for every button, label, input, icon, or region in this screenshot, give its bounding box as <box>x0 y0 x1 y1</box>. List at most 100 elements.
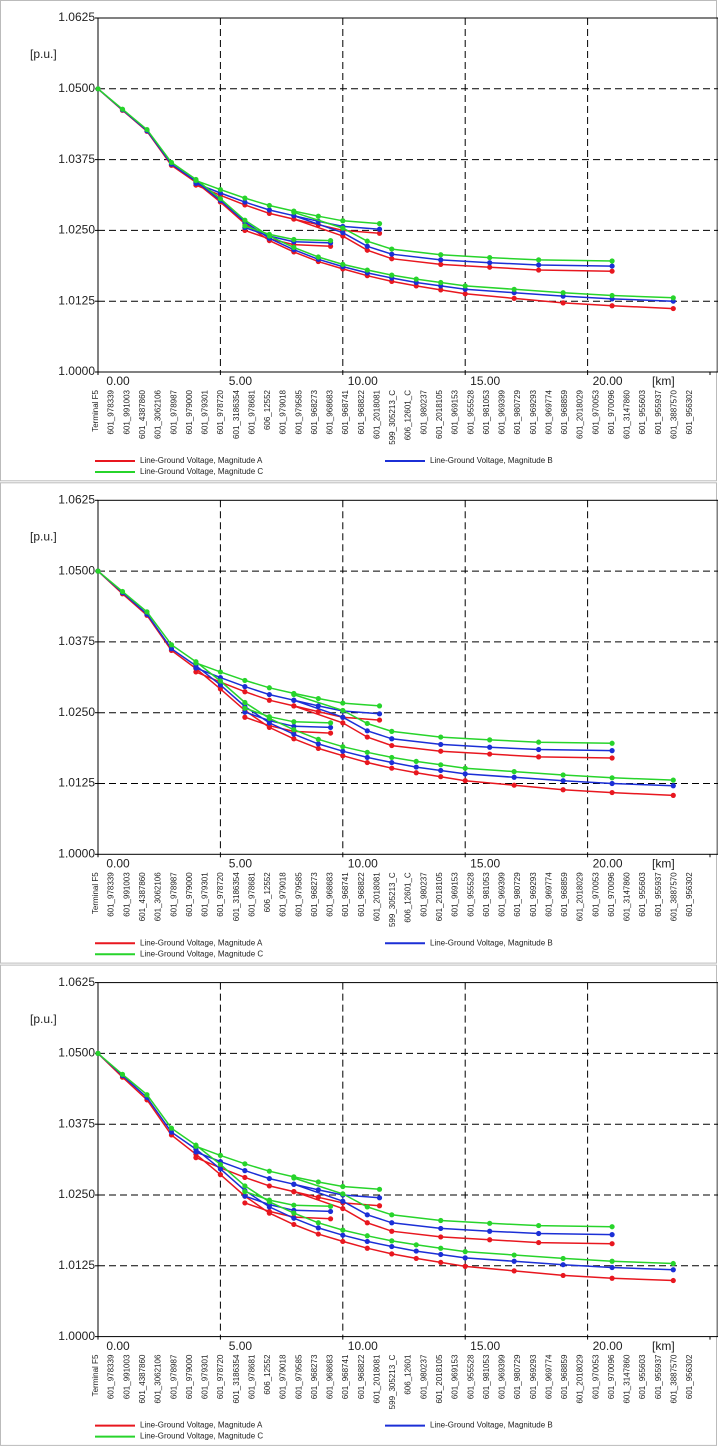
data-point <box>364 720 370 727</box>
data-point <box>291 1202 297 1208</box>
data-point <box>242 223 248 229</box>
data-point <box>364 1220 370 1226</box>
node-label: 601_968273 <box>310 389 319 434</box>
data-point <box>242 677 248 684</box>
node-label: 601_978681 <box>247 389 256 434</box>
data-point <box>511 295 517 301</box>
data-point <box>193 665 199 671</box>
chart-panel: 1.0000 1.0125 1.0250 1.0375 1.0500 1.0625 0.00… <box>0 482 718 964</box>
node-label: 601_4387860 <box>138 872 147 921</box>
node-label: 601_978681 <box>247 1354 256 1399</box>
data-point <box>193 1143 199 1149</box>
data-point <box>389 1212 395 1218</box>
node-label: 599_305213_C <box>388 390 397 445</box>
node-label: 601_979000 <box>185 872 194 917</box>
data-point <box>266 691 272 698</box>
node-label: 601_980729 <box>513 1354 522 1399</box>
data-point <box>193 660 199 666</box>
series-line <box>97 88 674 310</box>
x-tick-label: 5.00 <box>229 856 253 870</box>
node-label: 601_2018081 <box>372 872 381 921</box>
data-point <box>536 267 542 273</box>
node-label: 601_980237 <box>419 389 428 434</box>
data-point <box>340 1191 346 1197</box>
data-point <box>413 1255 419 1262</box>
data-point <box>389 765 395 771</box>
data-point <box>609 268 615 274</box>
data-point <box>364 1212 370 1218</box>
data-point <box>340 753 346 759</box>
data-point <box>327 724 334 731</box>
x-unit: [km] <box>652 856 675 870</box>
data-point <box>609 780 615 787</box>
data-point <box>560 1272 566 1279</box>
legend-label: Line-Ground Voltage, Magnitude A <box>140 938 263 947</box>
data-point <box>193 1149 199 1155</box>
y-tick-label: 1.0125 <box>58 776 95 790</box>
data-point <box>217 686 223 692</box>
data-point <box>389 1243 395 1250</box>
node-label: 601_3887570 <box>669 1354 678 1403</box>
node-label: Terminal F5 <box>91 389 100 431</box>
data-point <box>340 230 346 236</box>
data-point <box>217 196 223 202</box>
y-tick-label: 1.0625 <box>58 492 95 506</box>
node-label: 601_979585 <box>294 872 303 917</box>
node-label: 601_968822 <box>357 389 366 434</box>
node-label: 601_3147860 <box>623 1354 632 1403</box>
node-label: Terminal F5 <box>91 1354 100 1396</box>
node-label: 601_979585 <box>294 389 303 434</box>
data-point <box>315 1225 321 1231</box>
data-point <box>376 1203 383 1209</box>
data-point <box>389 1220 395 1226</box>
data-point <box>609 303 615 309</box>
data-point <box>609 1232 615 1238</box>
node-label: 601_968741 <box>341 389 350 434</box>
y-tick-label: 1.0000 <box>58 364 95 378</box>
data-point <box>536 739 542 745</box>
node-label: 599_305213_C <box>388 872 397 927</box>
node-label: 606_12601_C <box>404 872 413 922</box>
data-point <box>291 1210 297 1216</box>
legend-label: Line-Ground Voltage, Magnitude C <box>140 949 263 958</box>
data-point <box>389 736 395 742</box>
node-label: 601_2018081 <box>372 389 381 438</box>
data-point <box>168 642 175 648</box>
data-point <box>560 778 566 784</box>
data-point <box>291 1189 297 1195</box>
data-point <box>438 1259 444 1266</box>
node-label: 601_2018105 <box>435 389 444 438</box>
data-point <box>327 1203 334 1209</box>
data-point <box>560 1262 566 1268</box>
node-label: 601_3147860 <box>623 389 632 438</box>
node-label: 601_955603 <box>638 872 647 917</box>
data-point <box>266 685 272 691</box>
data-point <box>413 1248 419 1254</box>
node-label: 601_991003 <box>122 1354 131 1399</box>
node-label: 601_978681 <box>247 872 256 917</box>
data-point <box>291 1221 297 1228</box>
data-point <box>560 1255 566 1262</box>
data-point <box>119 106 126 112</box>
data-point <box>364 267 370 273</box>
data-point <box>670 1260 676 1267</box>
data-point <box>536 1230 542 1237</box>
node-label: 601_980237 <box>419 1354 428 1399</box>
y-tick-label: 1.0250 <box>58 705 95 719</box>
data-point <box>266 1175 272 1182</box>
node-label: 601_968822 <box>357 1354 366 1399</box>
data-point <box>291 719 297 725</box>
data-point <box>242 714 248 720</box>
data-point <box>609 1258 615 1264</box>
data-point <box>291 727 297 733</box>
node-label: 601_970053 <box>591 872 600 917</box>
node-label: 601_969153 <box>451 872 460 917</box>
data-point <box>609 258 615 264</box>
data-point <box>487 744 493 750</box>
plot-area <box>97 17 718 373</box>
data-point <box>364 1245 370 1251</box>
data-point <box>462 1255 468 1261</box>
y-tick-label: 1.0375 <box>58 1116 95 1130</box>
panel-border <box>0 964 717 1446</box>
